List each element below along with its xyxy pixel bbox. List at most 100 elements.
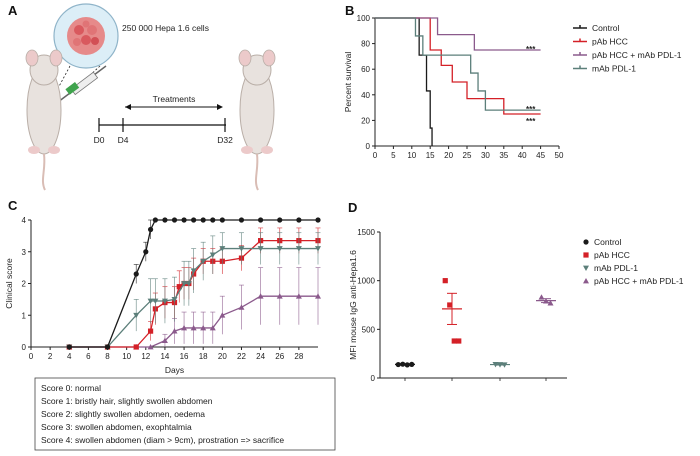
score-point-pab-hcc-mab-pdl-1 [315, 293, 321, 299]
score-x-tick-label: 10 [122, 352, 131, 361]
syringe-icon [57, 65, 107, 103]
score-point-control [277, 217, 283, 223]
score-x-tick-label: 6 [86, 352, 91, 361]
score-point-control [191, 217, 197, 223]
score-point-mab-pdl-1 [315, 246, 321, 252]
survival-line-mab-pdl-1 [375, 17, 541, 111]
score-point-control [219, 217, 225, 223]
survival-legend-label: pAb HCC [592, 37, 628, 47]
mfi-y-tick-label: 500 [362, 325, 376, 334]
survival-significance-stars: *** [526, 117, 536, 126]
score-x-axis-label: Days [165, 365, 184, 375]
score-point-control [147, 226, 154, 233]
score-point-pab-hcc-mab-pdl-1 [190, 324, 197, 331]
survival-x-tick-label: 30 [481, 151, 490, 160]
score-line-3: Score 3: swollen abdomen, exophtalmia [41, 422, 192, 432]
score-point-mab-pdl-1 [147, 298, 154, 304]
survival-y-tick-label: 80 [361, 40, 370, 49]
score-x-tick-label: 16 [180, 352, 189, 361]
timepoint-d4: D4 [118, 135, 129, 145]
score-point-control [143, 249, 149, 255]
score-point-mab-pdl-1 [181, 281, 188, 287]
score-x-tick-label: 24 [256, 352, 265, 361]
survival-y-tick-label: 0 [366, 142, 371, 151]
survival-y-axis-label: Percent survival [343, 52, 353, 113]
score-line-control [69, 219, 318, 348]
score-point-mab-pdl-1 [161, 298, 168, 304]
score-point-mab-pdl-1 [276, 246, 283, 252]
score-point-pab-hcc-mab-pdl-1 [209, 324, 216, 331]
survival-x-tick-label: 20 [444, 151, 453, 160]
cell-dish-icon [53, 3, 119, 95]
score-point-pab-hcc-mab-pdl-1 [238, 304, 245, 310]
treatment-timeline: Treatments D0 D4 D32 [94, 94, 234, 145]
score-point-pab-hcc-mab-pdl-1 [181, 324, 188, 331]
mfi-y-tick-label: 1500 [357, 228, 375, 237]
panel-a-label: A [8, 3, 18, 18]
score-point-mab-pdl-1 [200, 258, 207, 265]
mfi-legend-label: mAb PDL-1 [594, 263, 638, 273]
survival-legend-label: pAb HCC + mAb PDL-1 [592, 50, 682, 60]
score-legend-box: Score 0: normal Score 1: bristly hair, s… [34, 377, 336, 451]
timepoint-d0: D0 [94, 135, 105, 145]
survival-x-tick-label: 45 [536, 151, 545, 160]
score-line-2: Score 2: slightly swollen abdomen, oedem… [41, 409, 205, 419]
score-point-control [200, 217, 206, 223]
mfi-y-tick-label: 1000 [357, 277, 375, 286]
score-x-tick-label: 4 [67, 352, 72, 361]
score-point-mab-pdl-1 [238, 246, 245, 252]
score-point-pab-hcc-mab-pdl-1 [219, 312, 226, 318]
score-x-tick-label: 2 [48, 352, 53, 361]
score-point-control [238, 217, 245, 223]
panel-d: D 0 500 1000 1500 MFI mouse IgG anti-Hepa1.6… [348, 200, 684, 383]
survival-line-control [375, 17, 433, 146]
mfi-point-pab-hcc [442, 278, 448, 284]
score-line-4: Score 4: swollen abdomen (diam > 9cm), p… [41, 435, 284, 445]
mfi-chart: 0 500 1000 1500 MFI mouse IgG anti-Hepa1.6 Co… [348, 228, 684, 383]
score-point-control [210, 217, 216, 223]
mfi-y-tick-label: 0 [371, 374, 376, 383]
score-point-pab-hcc-mab-pdl-1 [257, 293, 264, 299]
survival-x-tick-label: 5 [391, 151, 396, 160]
score-point-pab-hcc-mab-pdl-1 [295, 293, 302, 299]
survival-legend-label: mAb PDL-1 [592, 64, 636, 74]
survival-legend-label: Control [592, 23, 620, 33]
survival-y-tick-label: 40 [361, 91, 370, 100]
score-y-axis-label: Clinical score [4, 258, 14, 309]
panel-a: A 250 000 Hepa 1.6 cells [8, 3, 276, 191]
score-point-control [315, 217, 321, 223]
score-point-mab-pdl-1 [185, 281, 192, 287]
score-y-tick-label: 3 [22, 248, 27, 257]
score-point-pab-hcc-mab-pdl-1 [147, 344, 154, 350]
score-point-mab-pdl-1 [171, 296, 178, 303]
panel-d-label: D [348, 200, 357, 215]
score-point-pab-hcc [147, 328, 154, 334]
mfi-point-pab-hcc [451, 338, 457, 344]
score-point-pab-hcc [176, 284, 182, 290]
score-point-mab-pdl-1 [190, 268, 197, 274]
score-point-control [104, 344, 111, 350]
score-point-pab-hcc-mab-pdl-1 [161, 337, 168, 344]
score-x-tick-label: 18 [199, 352, 208, 361]
mfi-legend-marker [583, 265, 589, 271]
survival-line-pab-hcc-mab-pdl-1 [375, 17, 541, 51]
survival-x-tick-label: 10 [407, 151, 416, 160]
score-point-control [133, 271, 139, 277]
survival-y-tick-label: 60 [361, 65, 370, 74]
score-point-pab-hcc-mab-pdl-1 [276, 293, 283, 299]
score-line-0: Score 0: normal [41, 383, 101, 393]
score-point-mab-pdl-1 [133, 312, 140, 319]
score-x-tick-label: 28 [294, 352, 303, 361]
mfi-legend-label: pAb HCC + mAb PDL-1 [594, 276, 684, 286]
survival-y-tick-label: 20 [361, 116, 370, 125]
survival-y-tick-label: 100 [357, 14, 371, 23]
survival-line-pab-hcc [375, 17, 541, 115]
mfi-legend-marker [583, 278, 589, 284]
score-point-mab-pdl-1 [152, 298, 159, 304]
mfi-point-pab-hcc [456, 338, 462, 344]
mouse-left-icon [25, 49, 63, 191]
score-point-control [152, 217, 158, 223]
